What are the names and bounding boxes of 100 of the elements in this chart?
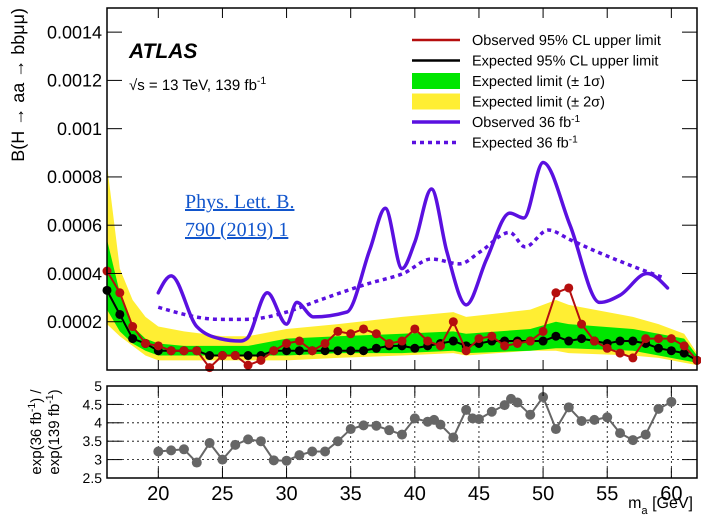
point (346, 329, 356, 338)
point (294, 450, 304, 460)
point (666, 346, 676, 356)
point (166, 445, 176, 456)
point (282, 456, 292, 466)
point (204, 438, 215, 448)
line-series (156, 160, 670, 343)
point (576, 416, 587, 426)
point (538, 326, 548, 336)
point (397, 430, 407, 440)
legend-label: Expected 95% CL upper limit (472, 54, 658, 70)
point (628, 336, 638, 346)
y-tick-label: 4.5 (82, 396, 102, 412)
point (512, 398, 522, 408)
x-tick-label: 25 (211, 483, 234, 505)
point (115, 310, 124, 319)
point (217, 454, 228, 465)
point (154, 341, 163, 350)
point (333, 326, 342, 336)
point (474, 414, 484, 424)
point (666, 334, 676, 344)
point (436, 341, 445, 350)
point (359, 324, 368, 334)
point (128, 322, 138, 332)
point (384, 425, 394, 436)
x-tick-label: 35 (340, 483, 362, 505)
point (153, 446, 164, 457)
point (410, 413, 420, 424)
point (282, 338, 292, 348)
legend-label: Expected limit (± 1σ) (472, 74, 605, 90)
annotation: √s = 13 TeV, 139 fb$^{-1}$ (129, 75, 266, 94)
y-tick-label: 0.0014 (46, 22, 102, 42)
point (359, 346, 368, 356)
point (564, 283, 574, 292)
point (538, 336, 548, 346)
point (333, 346, 342, 356)
point (358, 420, 369, 430)
point (486, 406, 497, 417)
point (332, 436, 343, 446)
point (410, 344, 420, 353)
point (307, 446, 318, 457)
point (346, 424, 356, 434)
point (320, 338, 330, 348)
x-tick-label: 55 (596, 483, 618, 505)
point (616, 336, 625, 346)
annotation: ATLAS (128, 40, 198, 63)
annotation: Phys. Lett. B. 790 (2019) 1 (185, 191, 294, 241)
y-tick-label: 0.0006 (46, 216, 102, 236)
point (230, 440, 240, 450)
point (500, 341, 510, 350)
x-tick-label: 50 (532, 483, 554, 505)
point (680, 341, 689, 350)
y-tick-label: 0.0004 (46, 264, 102, 284)
point (346, 346, 356, 356)
x-tick-label: 30 (275, 483, 298, 505)
point (244, 360, 253, 370)
point (564, 402, 574, 412)
point (320, 446, 330, 457)
point (654, 334, 664, 344)
point (372, 329, 381, 338)
point (243, 434, 254, 444)
point (474, 334, 484, 344)
point (564, 336, 574, 346)
x-tick-label: 20 (147, 483, 170, 505)
x-tick-label: 40 (404, 483, 426, 505)
point (615, 428, 626, 438)
point (551, 332, 560, 341)
y-axis-title: B(H → aa → bbμμ) (8, 8, 28, 162)
point (410, 324, 420, 334)
point (268, 455, 279, 466)
y-tick-label: 0.0008 (46, 167, 102, 188)
point (192, 458, 202, 468)
point (550, 424, 561, 434)
point (654, 404, 664, 414)
point (448, 317, 458, 326)
point (577, 320, 586, 329)
y-tick-label: 3.5 (82, 433, 102, 450)
point (641, 334, 650, 344)
point (589, 414, 600, 425)
point (487, 332, 496, 341)
y-tick-label: 2.5 (82, 470, 102, 486)
point (628, 353, 638, 362)
point (435, 420, 446, 430)
point (577, 334, 586, 344)
point (384, 338, 394, 348)
point (371, 420, 382, 431)
point (462, 346, 471, 356)
point (500, 400, 510, 410)
point (244, 351, 253, 360)
point (628, 435, 638, 446)
y-tick-label: 0.0002 (46, 312, 102, 332)
point (461, 404, 472, 415)
point (398, 336, 406, 346)
legend-label: Observed 36 fb$^{-1}$ (472, 114, 581, 132)
legend-label: Expected 36 fb$^{-1}$ (472, 134, 578, 152)
x-tick-label: 45 (468, 483, 490, 505)
point (128, 334, 138, 344)
y-tick-label: 3 (94, 452, 102, 468)
y-tick-label: 4 (94, 414, 102, 431)
point (423, 336, 432, 346)
